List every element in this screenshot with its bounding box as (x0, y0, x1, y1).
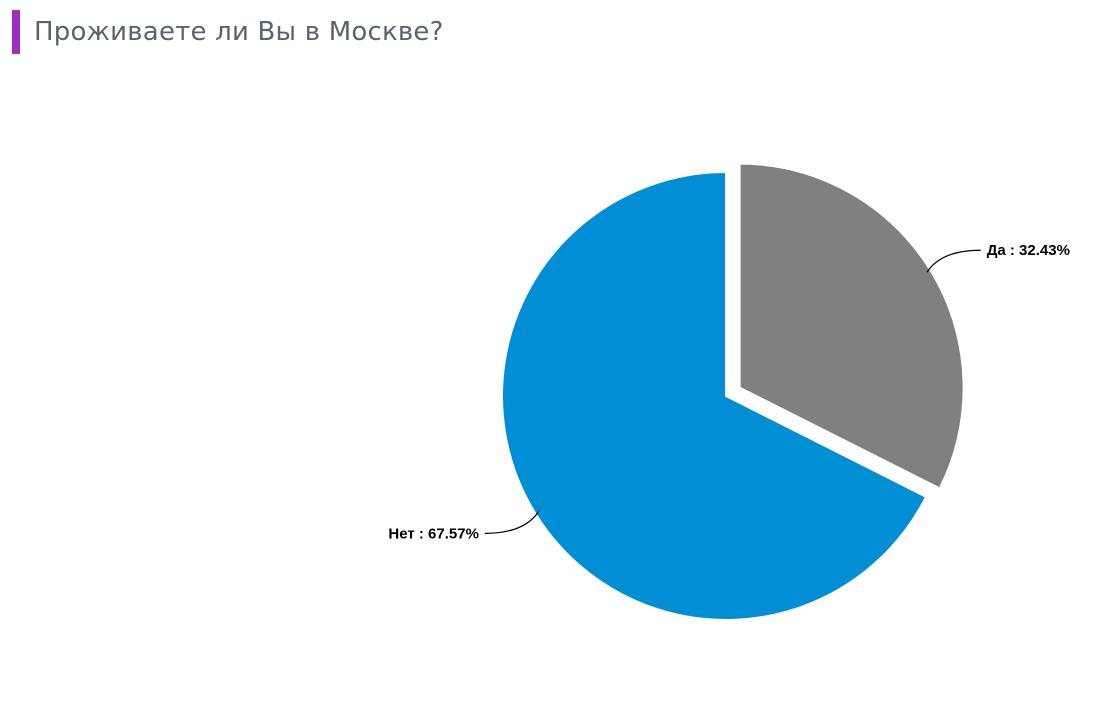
question-title: Проживаете ли Вы в Москве? (34, 17, 444, 47)
pie-slice-da[interactable] (738, 162, 965, 490)
leader-line-net (484, 511, 540, 534)
pie-slice-net[interactable] (501, 170, 928, 621)
slice-label-net: Нет : 67.57% (388, 525, 479, 542)
slice-label-da: Да : 32.43% (987, 242, 1070, 259)
title-accent-bar (12, 10, 20, 54)
question-header: Проживаете ли Вы в Москве? (12, 10, 444, 54)
leader-line-da (926, 249, 981, 273)
